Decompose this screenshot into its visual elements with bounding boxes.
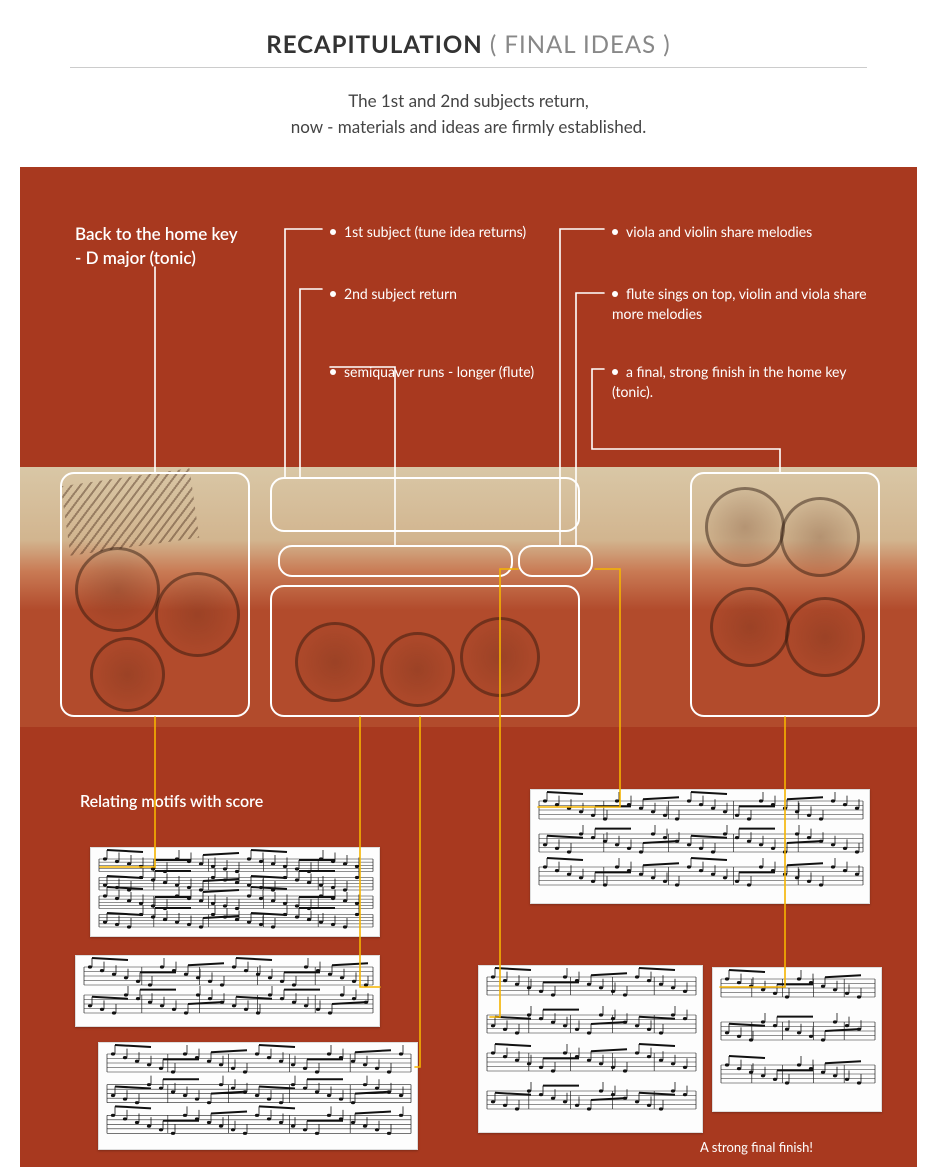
anno-text: semiquaver runs - longer (flute) xyxy=(344,363,534,380)
section-label: Relating motifs with score xyxy=(80,792,263,811)
score-thumbnail-5 xyxy=(478,965,703,1133)
bullet-icon xyxy=(612,369,618,375)
score-thumbnail-1 xyxy=(90,847,380,937)
header: RECAPITULATION ( FINAL IDEAS ) The 1st a… xyxy=(0,0,937,149)
home-key-label: Back to the home key - D major (tonic) xyxy=(75,222,238,270)
region-mid xyxy=(278,545,513,577)
bullet-icon xyxy=(330,229,336,235)
region-bottom xyxy=(270,585,580,717)
anno-text: flute sings on top, violin and viola sha… xyxy=(612,285,867,322)
bullet-icon xyxy=(330,291,336,297)
subtitle-line-2: now - materials and ideas are firmly est… xyxy=(291,116,646,137)
score-thumbnail-6 xyxy=(712,967,882,1112)
title-sub: ( FINAL IDEAS ) xyxy=(483,30,671,59)
page-title: RECAPITULATION ( FINAL IDEAS ) xyxy=(70,30,867,68)
score-thumbnail-4 xyxy=(530,789,870,904)
home-key-l1: Back to the home key xyxy=(75,223,238,244)
bullet-icon xyxy=(612,229,618,235)
bullet-icon xyxy=(330,369,336,375)
anno-text: a final, strong finish in the home key (… xyxy=(612,363,846,400)
annotation-viola-violin: viola and violin share melodies xyxy=(612,222,812,242)
score-thumbnail-3 xyxy=(98,1042,418,1150)
home-key-l2: - D major (tonic) xyxy=(75,247,196,268)
annotation-2nd-subject: 2nd subject return xyxy=(330,284,457,304)
annotation-final-finish: a final, strong finish in the home key (… xyxy=(612,362,862,401)
diagram-canvas: Back to the home key - D major (tonic) 1… xyxy=(20,167,917,1167)
annotation-semiquaver: semiquaver runs - longer (flute) xyxy=(330,362,534,382)
page: RECAPITULATION ( FINAL IDEAS ) The 1st a… xyxy=(0,0,937,1167)
anno-text: viola and violin share melodies xyxy=(626,223,812,240)
subtitle-line-1: The 1st and 2nd subjects return, xyxy=(348,90,589,111)
anno-text: 1st subject (tune idea returns) xyxy=(344,223,526,240)
score-thumbnail-2 xyxy=(75,955,380,1027)
footnote: A strong final finish! xyxy=(700,1139,813,1155)
annotation-flute: flute sings on top, violin and viola sha… xyxy=(612,284,872,323)
annotation-1st-subject: 1st subject (tune idea returns) xyxy=(330,222,526,242)
region-small xyxy=(518,545,593,577)
region-top xyxy=(270,477,580,532)
subtitle: The 1st and 2nd subjects return, now - m… xyxy=(40,88,897,139)
anno-text: 2nd subject return xyxy=(344,285,457,302)
region-left xyxy=(60,472,250,717)
title-main: RECAPITULATION xyxy=(266,30,482,59)
bullet-icon xyxy=(612,291,618,297)
region-right xyxy=(690,472,880,717)
